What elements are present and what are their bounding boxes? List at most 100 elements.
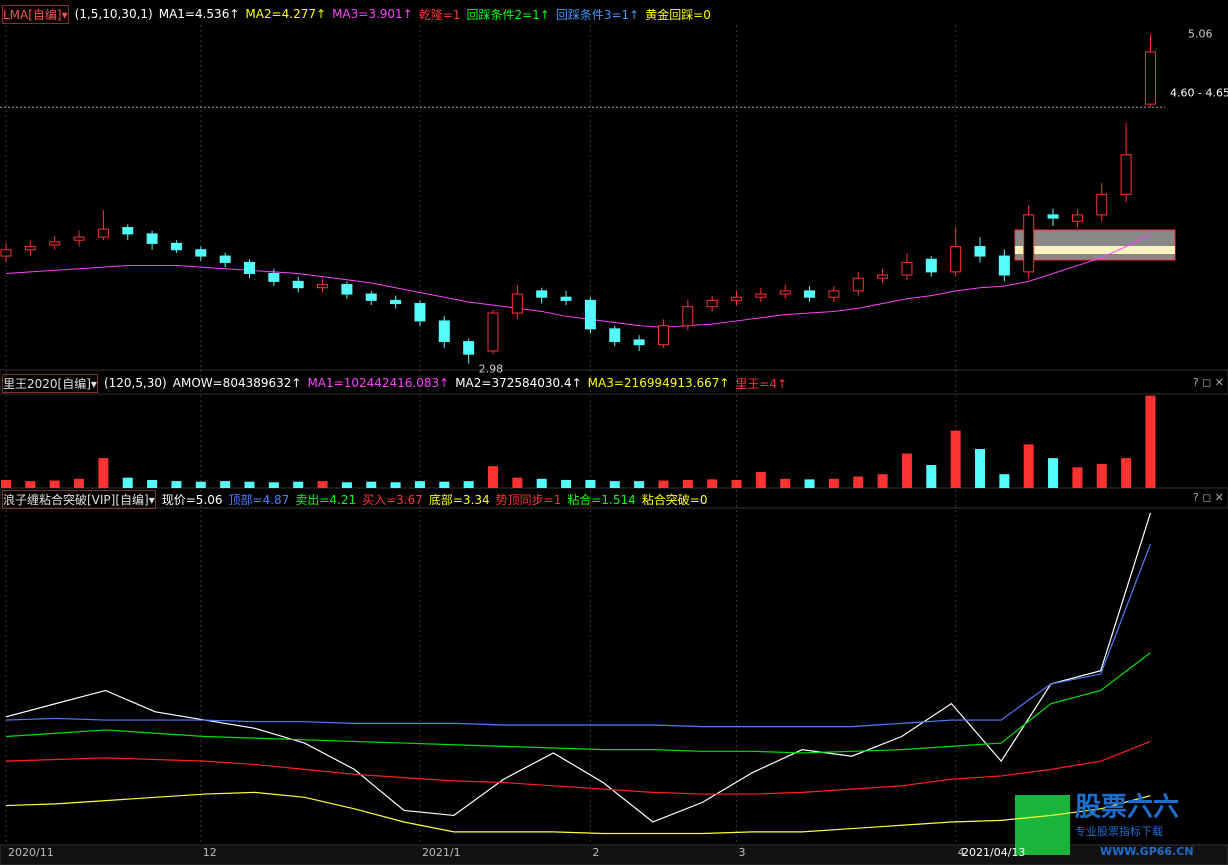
volume-bar xyxy=(122,477,133,488)
volume-bar xyxy=(74,478,85,488)
candle-body xyxy=(73,236,85,241)
indicator-line xyxy=(5,512,1152,823)
candle-body xyxy=(852,277,864,292)
volume-bar xyxy=(658,480,669,488)
volume-bar xyxy=(707,479,718,488)
candle-body xyxy=(755,293,767,298)
x-tick-label: 2020/11 xyxy=(8,846,54,859)
candle-body xyxy=(1047,214,1059,219)
volume-bar xyxy=(366,481,377,488)
price-marker: 2.98 xyxy=(479,363,504,376)
candle-body xyxy=(657,325,669,346)
candle-body xyxy=(390,299,402,305)
volume-bar xyxy=(49,480,60,488)
header-item: 顶部=4.87 xyxy=(228,492,290,507)
volume-bar xyxy=(853,476,864,488)
header-item: 乾隆=1 xyxy=(418,7,461,22)
watermark-subtitle: 专业股票指标下载 xyxy=(1075,824,1163,838)
price-marker: 5.06 xyxy=(1188,27,1213,40)
volume-bar xyxy=(755,471,766,488)
x-tick-label: 3 xyxy=(739,846,746,859)
panel-divider xyxy=(0,369,1228,395)
volume-bar xyxy=(682,479,693,488)
candle-body xyxy=(877,274,889,279)
header-item: MA1=102442416.083↑ xyxy=(307,376,450,390)
panel-icons[interactable]: ? ◻ ✕ xyxy=(1192,376,1224,389)
volume-bar xyxy=(609,481,620,488)
volume-bar xyxy=(244,481,255,488)
volume-bar xyxy=(195,481,206,488)
candle-body xyxy=(560,296,572,301)
candle-body xyxy=(24,246,36,251)
candle-body xyxy=(122,227,134,235)
candle-body xyxy=(901,261,913,276)
header-item: MA2=4.277↑ xyxy=(245,7,327,21)
volume-bar xyxy=(999,474,1010,488)
candle-body xyxy=(828,290,840,298)
indicator-header: 里王2020[自编]▾ (120,5,30) AMOW=804389632↑ MA1=… xyxy=(0,373,787,393)
volume-bar xyxy=(317,481,328,488)
header-item: 回踩条件2=1↑ xyxy=(466,7,550,22)
candle-body xyxy=(633,339,645,346)
x-tick-label: 4 xyxy=(958,846,965,859)
header-item: 现价=5.06 xyxy=(161,492,223,507)
volume-bar xyxy=(536,478,547,488)
highlight-box xyxy=(1014,229,1176,261)
candle-body xyxy=(804,290,816,298)
volume-bar xyxy=(512,477,523,488)
ma-line xyxy=(5,233,1151,328)
candle-body xyxy=(414,303,426,322)
candle-body xyxy=(0,249,12,257)
indicator-header: LMA[自编]▾ (1,5,10,30,1) MA1=4.536↑ MA2=4.277… xyxy=(0,4,711,24)
header-item: MA1=4.536↑ xyxy=(158,7,240,21)
candle-body xyxy=(292,280,304,289)
volume-bar xyxy=(463,481,474,488)
x-tick-label: 2021/1 xyxy=(422,846,461,859)
volume-bar xyxy=(1072,467,1083,488)
candle-body xyxy=(609,328,621,343)
candle-body xyxy=(706,299,718,308)
volume-bar xyxy=(341,482,352,488)
volume-bar xyxy=(25,481,36,488)
volume-bar xyxy=(268,482,279,488)
candle-body xyxy=(463,341,475,355)
candle-body xyxy=(1120,154,1132,195)
candle-body xyxy=(268,272,280,282)
volume-bar xyxy=(804,479,815,488)
candle-body xyxy=(1071,214,1083,222)
candle-body xyxy=(341,284,353,295)
candle-body xyxy=(170,242,182,251)
header-item: 浪子缠粘合突破[VIP][自编]▾ xyxy=(2,489,156,509)
volume-bar xyxy=(1096,463,1107,488)
watermark-title: 股票六六 xyxy=(1075,793,1179,823)
volume-bar xyxy=(975,448,985,488)
volume-bar xyxy=(950,430,961,488)
volume-bar xyxy=(390,482,401,488)
header-item: 粘合突破=0 xyxy=(641,492,708,507)
header-item: 里王=4↑ xyxy=(735,376,788,391)
volume-bar xyxy=(439,481,450,488)
candle-body xyxy=(536,290,548,298)
volume-bar xyxy=(828,478,839,488)
header-item: 里王2020[自编]▾ xyxy=(2,373,98,393)
price-line-label: 4.60 - 4.65 xyxy=(1170,86,1228,99)
volume-bar xyxy=(877,474,888,488)
candle-body xyxy=(1096,193,1108,216)
candle-body xyxy=(219,255,231,263)
indicator-header: 浪子缠粘合突破[VIP][自编]▾ 现价=5.06 顶部=4.87 卖出=4.21 买入… xyxy=(0,489,707,509)
watermark-url: WWW.GP66.CN xyxy=(1100,845,1194,858)
header-item: MA2=372584030.4↑ xyxy=(455,376,582,390)
volume-bar xyxy=(488,466,498,488)
candle-body xyxy=(317,284,329,289)
header-item: 黄金回踩=0 xyxy=(645,7,711,22)
volume-bar xyxy=(1121,458,1132,488)
candle-body xyxy=(925,258,937,273)
candle-body xyxy=(487,312,499,352)
candle-body xyxy=(584,299,596,330)
candle-body xyxy=(682,306,694,327)
volume-bar xyxy=(1145,395,1156,488)
candle-body xyxy=(731,296,742,301)
panel-icons[interactable]: ? ◻ ✕ xyxy=(1192,491,1224,504)
